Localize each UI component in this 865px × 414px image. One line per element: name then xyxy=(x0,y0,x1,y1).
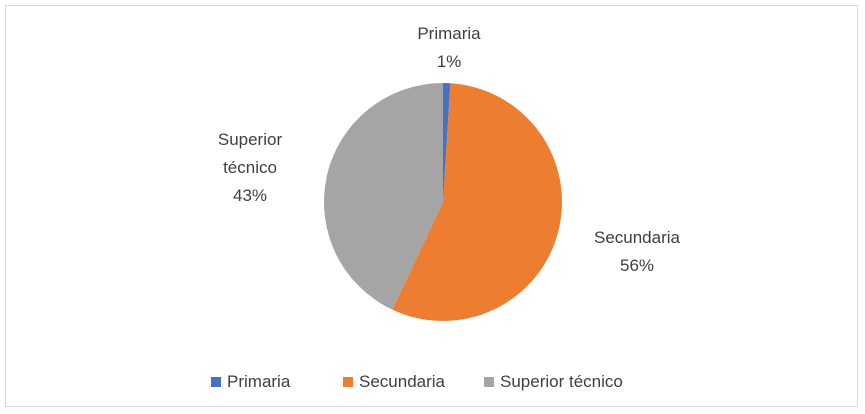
data-label-value: 56% xyxy=(619,256,655,275)
pie-slice xyxy=(392,83,563,321)
data-label-category: Superior técnico xyxy=(217,130,283,177)
chart-frame xyxy=(5,5,858,407)
legend-label: Secundaria xyxy=(359,372,446,391)
data-label: Primaria 1% xyxy=(369,20,529,76)
legend-swatch xyxy=(343,377,353,387)
data-label-value: 43% xyxy=(232,186,268,205)
data-label-value: 1% xyxy=(436,52,462,71)
legend-swatch xyxy=(211,377,221,387)
legend-item: Primaria xyxy=(211,370,290,394)
pie-slice xyxy=(324,83,443,310)
legend-item: Secundaria xyxy=(343,370,445,394)
legend-item: Superior técnico xyxy=(484,370,623,394)
legend-label: Primaria xyxy=(227,372,291,391)
data-label: Secundaria 56% xyxy=(557,224,717,280)
pie-slice xyxy=(443,83,451,202)
data-label-category: Primaria xyxy=(417,24,481,43)
legend-swatch xyxy=(484,377,494,387)
data-label-category: Secundaria xyxy=(593,228,680,247)
legend-label: Superior técnico xyxy=(500,372,623,391)
data-label: Superior técnico 43% xyxy=(200,126,300,210)
